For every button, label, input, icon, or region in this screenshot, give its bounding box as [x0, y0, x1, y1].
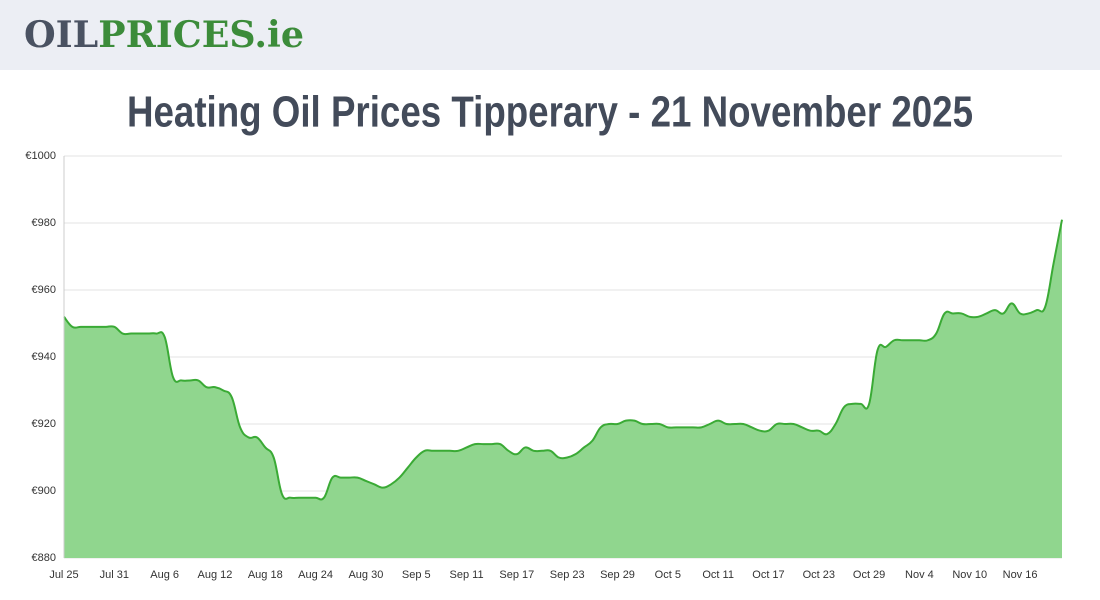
chart-title: Heating Oil Prices Tipperary - 21 Novemb… [127, 88, 973, 137]
x-tick-label: Nov 4 [905, 569, 934, 581]
x-tick-label: Jul 31 [100, 569, 129, 581]
logo[interactable]: OILPRICES.ie [24, 14, 304, 56]
y-tick-label: €880 [32, 552, 56, 564]
logo-part: PRICES.ie [98, 14, 304, 56]
x-tick-label: Oct 23 [803, 569, 835, 581]
x-tick-label: Oct 17 [752, 569, 784, 581]
x-tick-label: Oct 5 [655, 569, 681, 581]
x-tick-label: Oct 29 [853, 569, 885, 581]
x-tick-label: Sep 11 [450, 569, 484, 581]
y-tick-label: €940 [32, 351, 56, 363]
x-tick-label: Aug 30 [348, 569, 383, 581]
area-fill [64, 219, 1062, 558]
y-tick-label: €920 [32, 418, 56, 430]
y-tick-label: €960 [32, 284, 56, 296]
x-tick-label: Sep 29 [600, 569, 635, 581]
y-tick-label: €980 [32, 217, 56, 229]
price-line [63, 219, 1063, 501]
x-tick-label: Sep 17 [499, 569, 534, 581]
x-tick-label: Aug 6 [150, 569, 179, 581]
y-tick-label: €1000 [25, 150, 56, 162]
x-tick-label: Sep 23 [550, 569, 585, 581]
x-tick-label: Jul 25 [49, 569, 78, 581]
x-tick-label: Aug 12 [198, 569, 233, 581]
logo-part: OIL [24, 14, 98, 56]
x-tick-label: Oct 11 [702, 569, 734, 581]
x-tick-label: Sep 5 [402, 569, 431, 581]
x-tick-label: Nov 10 [952, 569, 987, 581]
header-bar [0, 0, 1100, 70]
y-tick-label: €900 [32, 485, 56, 497]
x-tick-label: Nov 16 [1003, 569, 1038, 581]
x-tick-label: Aug 18 [248, 569, 283, 581]
x-tick-label: Aug 24 [298, 569, 333, 581]
